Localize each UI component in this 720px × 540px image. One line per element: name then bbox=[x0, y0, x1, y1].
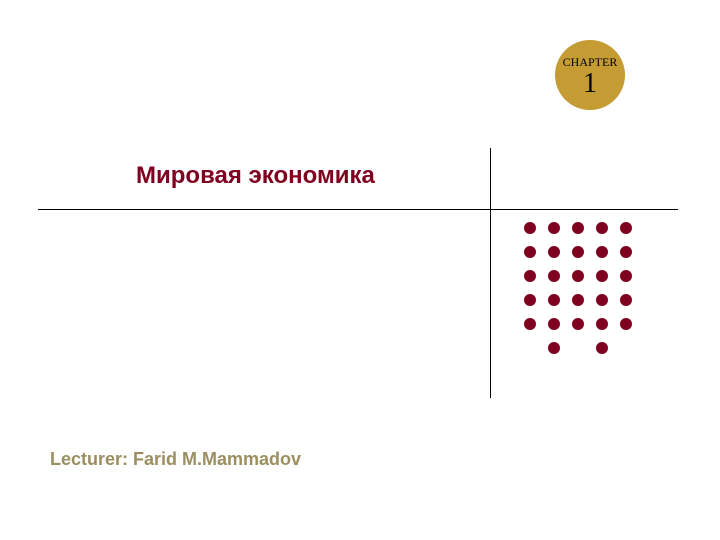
dot-row bbox=[524, 294, 632, 306]
slide-title: Мировая экономика bbox=[136, 162, 375, 190]
dot bbox=[572, 246, 584, 258]
dot bbox=[596, 342, 608, 354]
dot bbox=[620, 342, 632, 354]
dot bbox=[572, 270, 584, 282]
dot bbox=[548, 294, 560, 306]
dot bbox=[572, 222, 584, 234]
dot bbox=[596, 294, 608, 306]
dot bbox=[548, 246, 560, 258]
dot-row bbox=[524, 342, 632, 354]
dot bbox=[524, 270, 536, 282]
dot bbox=[548, 270, 560, 282]
dot bbox=[524, 318, 536, 330]
horizontal-divider bbox=[38, 209, 678, 210]
dot bbox=[524, 294, 536, 306]
lecturer-text: Lecturer: Farid M.Mammadov bbox=[50, 449, 301, 470]
dot bbox=[620, 270, 632, 282]
vertical-divider bbox=[490, 148, 491, 398]
dot bbox=[596, 270, 608, 282]
dot-row bbox=[524, 222, 632, 234]
dot-row bbox=[524, 246, 632, 258]
chapter-number: 1 bbox=[583, 70, 597, 98]
dot bbox=[596, 246, 608, 258]
decorative-dot-grid bbox=[524, 222, 632, 366]
dot bbox=[620, 318, 632, 330]
dot bbox=[524, 246, 536, 258]
dot-row bbox=[524, 270, 632, 282]
dot bbox=[572, 318, 584, 330]
dot bbox=[548, 318, 560, 330]
dot bbox=[524, 222, 536, 234]
dot bbox=[548, 342, 560, 354]
chapter-badge: CHAPTER 1 bbox=[555, 40, 625, 110]
dot bbox=[596, 318, 608, 330]
dot bbox=[524, 342, 536, 354]
dot bbox=[572, 342, 584, 354]
dot bbox=[548, 222, 560, 234]
dot-row bbox=[524, 318, 632, 330]
dot bbox=[572, 294, 584, 306]
dot bbox=[620, 294, 632, 306]
dot bbox=[620, 222, 632, 234]
dot bbox=[596, 222, 608, 234]
dot bbox=[620, 246, 632, 258]
chapter-label: CHAPTER bbox=[563, 56, 618, 68]
